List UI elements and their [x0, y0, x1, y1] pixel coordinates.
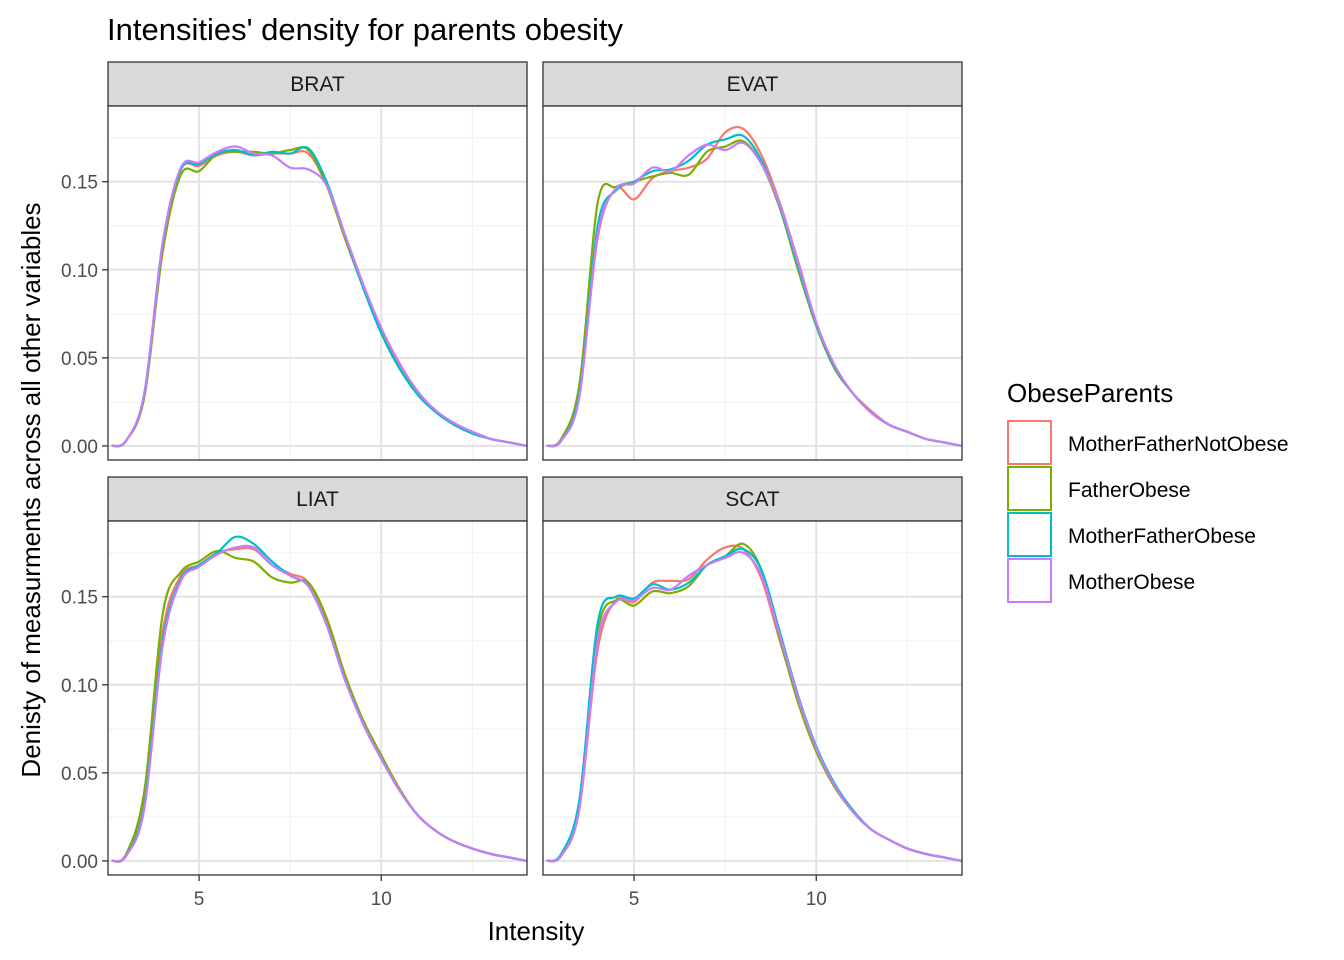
legend-label: MotherFatherNotObese	[1068, 433, 1289, 456]
x-tick-label: 10	[806, 889, 827, 910]
legend-label: FatherObese	[1068, 479, 1191, 502]
y-tick-label: 0.15	[61, 588, 98, 609]
panel-background	[108, 521, 527, 875]
y-tick-label: 0.15	[61, 173, 98, 194]
facet-scat: SCAT 5 10	[542, 476, 963, 910]
y-tick-label: 0.05	[61, 764, 98, 785]
facet-label: BRAT	[290, 73, 345, 96]
legend-label: MotherFatherObese	[1068, 525, 1256, 548]
y-tick-label: 0.00	[61, 437, 98, 458]
x-tick-label: 5	[629, 889, 640, 910]
y-tick-label: 0.00	[61, 852, 98, 873]
panel-background	[543, 106, 962, 460]
panel-border	[107, 520, 528, 876]
legend: ObeseParents MotherFatherNotObese FatherO…	[1007, 378, 1289, 603]
facet-label: SCAT	[725, 488, 780, 511]
y-tick-label: 0.10	[61, 261, 98, 282]
facet-strip	[542, 476, 963, 522]
legend-item-motherfathernotobese: MotherFatherNotObese	[1007, 420, 1289, 465]
legend-label: MotherObese	[1068, 571, 1195, 594]
facet-brat: BRAT 0.00 0.05 0.10 0.15	[61, 61, 528, 461]
facet-label: LIAT	[296, 488, 339, 511]
y-tick-label: 0.10	[61, 676, 98, 697]
density-line-evat-motherobese	[546, 141, 963, 448]
chart-title: Intensities' density for parents obesity	[107, 12, 623, 47]
legend-key	[1007, 512, 1052, 557]
panel-background	[543, 521, 962, 875]
facet-evat: EVAT	[542, 61, 963, 461]
legend-item-motherobese: MotherObese	[1007, 558, 1195, 603]
y-axis-title: Denisty of measurments across all other …	[16, 202, 46, 777]
density-line-brat-motherobese	[111, 145, 528, 448]
facet-strip	[542, 61, 963, 107]
facet-grid: BRAT 0.00 0.05 0.10 0.15 EVAT LIAT 0.00 0.05 0.10…	[61, 61, 963, 910]
facet-strip	[107, 61, 528, 107]
legend-key	[1007, 558, 1052, 603]
legend-item-fatherobese: FatherObese	[1007, 466, 1191, 511]
facet-label: EVAT	[727, 73, 779, 96]
y-tick-label: 0.05	[61, 349, 98, 370]
panel-border	[542, 520, 963, 876]
legend-item-motherfatherobese: MotherFatherObese	[1007, 512, 1256, 557]
legend-title: ObeseParents	[1007, 378, 1173, 408]
legend-key	[1007, 420, 1052, 465]
x-axis-title: Intensity	[488, 916, 585, 946]
x-tick-label: 10	[371, 889, 392, 910]
panel-border	[542, 105, 963, 461]
x-tick-label: 5	[194, 889, 205, 910]
facet-strip	[107, 476, 528, 522]
facet-liat: LIAT 0.00 0.05 0.10 0.15 5 10	[61, 476, 528, 910]
panel-border	[107, 105, 528, 461]
density-line-scat-motherobese	[546, 550, 963, 863]
legend-key	[1007, 466, 1052, 511]
density-line-liat-motherobese	[111, 544, 528, 863]
